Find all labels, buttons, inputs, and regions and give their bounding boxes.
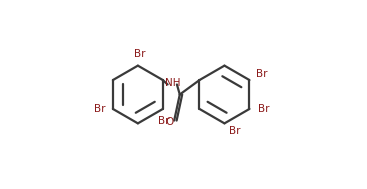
Text: Br: Br <box>94 104 105 114</box>
Text: Br: Br <box>134 49 145 59</box>
Text: NH: NH <box>164 78 180 88</box>
Text: Br: Br <box>256 70 267 80</box>
Text: O: O <box>166 116 174 126</box>
Text: Br: Br <box>258 104 269 114</box>
Text: Br: Br <box>158 116 170 126</box>
Text: Br: Br <box>229 126 240 136</box>
